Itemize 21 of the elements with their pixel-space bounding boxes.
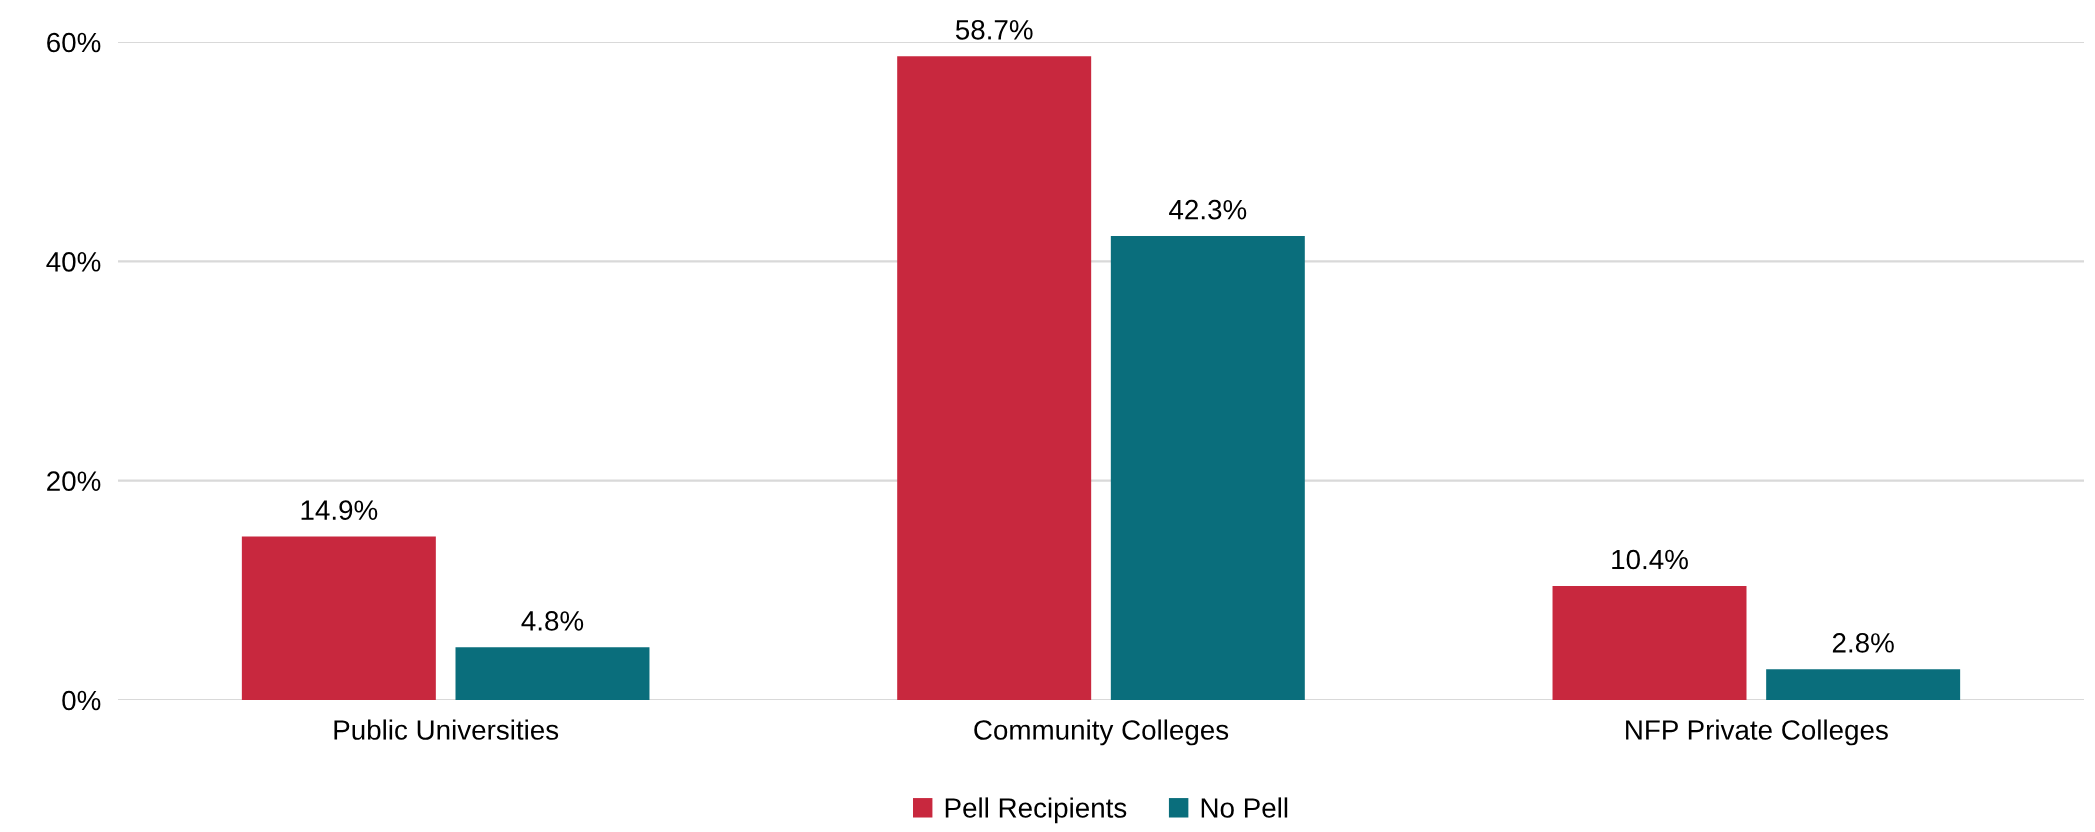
bar xyxy=(241,536,436,700)
data-label: 2.8% xyxy=(1832,633,1894,653)
bar xyxy=(1766,669,1961,700)
data-label: 42.3% xyxy=(1169,199,1247,220)
bar xyxy=(897,56,1092,700)
bar xyxy=(1110,236,1305,700)
bar xyxy=(1552,585,1747,700)
x-tick-label: Community Colleges xyxy=(974,719,1229,746)
legend-label: No Pell xyxy=(1201,797,1288,818)
data-label: 4.8% xyxy=(521,611,584,631)
x-tick-label: Public Universities xyxy=(334,719,559,740)
y-tick-label: 60% xyxy=(47,32,101,53)
data-label: 58.7% xyxy=(955,19,1033,40)
legend-label: Pell Recipients xyxy=(945,797,1127,824)
y-tick-label: 40% xyxy=(46,252,101,272)
bar xyxy=(455,647,650,700)
y-tick-label: 20% xyxy=(47,471,101,492)
data-label: 14.9% xyxy=(301,500,378,520)
y-tick-label: 0% xyxy=(62,690,101,711)
data-label: 10.4% xyxy=(1612,549,1688,570)
x-tick-label: NFP Private Colleges xyxy=(1626,719,1888,746)
